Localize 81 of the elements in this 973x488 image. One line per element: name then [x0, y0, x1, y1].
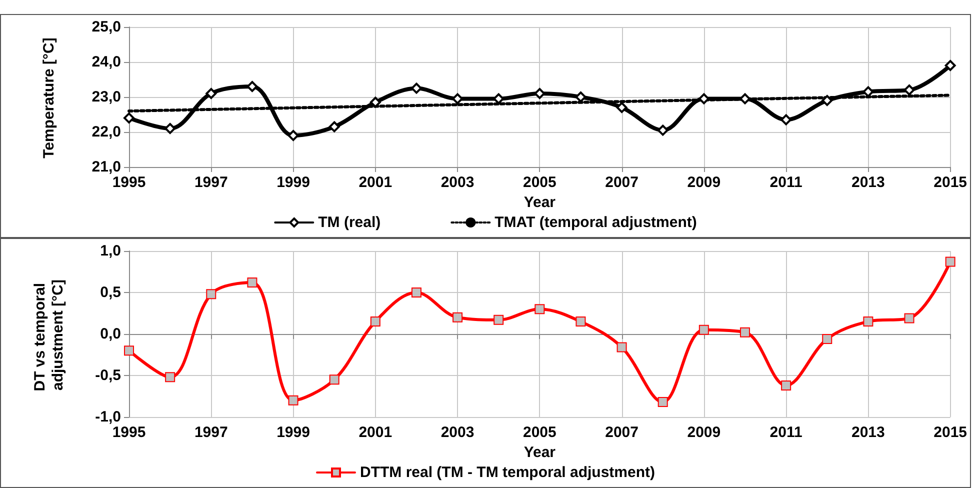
- point: [698, 324, 709, 335]
- point: [246, 81, 258, 92]
- y-tick-label: 22,0: [92, 124, 121, 140]
- x-tick-label: 2003: [440, 174, 474, 191]
- x-tick-label: 2015: [934, 424, 968, 441]
- y-tick-label: 0,5: [100, 284, 121, 301]
- point: [206, 88, 217, 99]
- legend-label: TM (real): [318, 214, 381, 231]
- x-axis-title: Year: [524, 194, 556, 211]
- x-tick-label: 2013: [851, 174, 885, 191]
- x-tick-label: 2011: [770, 174, 802, 191]
- point: [616, 342, 627, 352]
- point: [945, 256, 956, 267]
- point: [288, 395, 298, 406]
- point: [780, 114, 792, 126]
- x-tick-label: 1999: [276, 174, 310, 191]
- point: [740, 327, 750, 338]
- y-tick-label: 25,0: [92, 18, 121, 36]
- y-axis-title: Temperature [°C]: [40, 38, 58, 158]
- x-tick-label: 2009: [687, 174, 721, 191]
- point: [657, 124, 668, 136]
- x-tick-label: 1999: [276, 424, 310, 441]
- point: [822, 334, 832, 344]
- x-tick-label: 2015: [934, 174, 968, 191]
- point: [452, 312, 463, 322]
- point: [328, 121, 340, 132]
- point: [329, 374, 340, 385]
- y-tick-label: 23,0: [92, 88, 121, 106]
- legend-label: DTTM real (TM - TM temporal adjustment): [360, 464, 656, 481]
- point: [288, 130, 299, 141]
- x-tick-label: 2001: [358, 424, 392, 441]
- point: [575, 92, 586, 102]
- point: [452, 93, 464, 104]
- point: [411, 288, 422, 298]
- point: [493, 93, 504, 104]
- point: [534, 88, 546, 99]
- point: [370, 96, 381, 108]
- x-tick-label: 1995: [112, 424, 146, 441]
- legend-label: TMAT (temporal adjustment): [494, 214, 697, 231]
- point: [822, 95, 833, 106]
- x-tick-label: 1997: [194, 424, 228, 441]
- point: [410, 82, 422, 94]
- x-tick-label: 2007: [605, 174, 638, 191]
- point: [616, 102, 628, 113]
- y-tick-label: 24,0: [92, 54, 121, 70]
- point: [904, 313, 914, 324]
- point: [164, 123, 176, 134]
- point: [658, 397, 668, 408]
- x-tick-label: 2011: [770, 424, 802, 441]
- point: [494, 314, 504, 325]
- point: [944, 60, 956, 71]
- point: [534, 304, 545, 314]
- point: [576, 316, 586, 327]
- point: [862, 86, 874, 98]
- x-tick-label: 2007: [605, 424, 638, 441]
- x-tick-label: 2003: [440, 424, 474, 441]
- x-tick-label: 2001: [358, 174, 392, 191]
- y-tick-label: -0,5: [95, 367, 121, 384]
- x-tick-label: 1995: [112, 174, 146, 191]
- x-tick-label: 2005: [522, 174, 556, 191]
- x-axis-title: Year: [524, 444, 556, 461]
- y-tick-label: 0,0: [100, 326, 121, 342]
- y-axis-title: DT vs temporal adjustment [°C]: [32, 278, 66, 392]
- point: [206, 289, 216, 300]
- x-tick-label: 2013: [851, 424, 885, 441]
- y-tick-label: -1,0: [95, 408, 121, 426]
- point: [739, 93, 750, 104]
- point: [370, 316, 380, 327]
- point: [124, 346, 134, 356]
- y-tick-label: 1,0: [100, 242, 121, 260]
- point: [698, 93, 710, 104]
- point: [863, 316, 874, 327]
- point: [165, 372, 176, 382]
- x-tick-label: 2009: [687, 424, 721, 441]
- x-tick-label: 1997: [194, 174, 228, 191]
- point: [781, 380, 792, 390]
- y-tick-label: 21,0: [92, 158, 121, 176]
- point: [124, 112, 134, 124]
- point: [247, 278, 258, 288]
- x-tick-label: 2005: [522, 424, 556, 441]
- point: [904, 84, 915, 96]
